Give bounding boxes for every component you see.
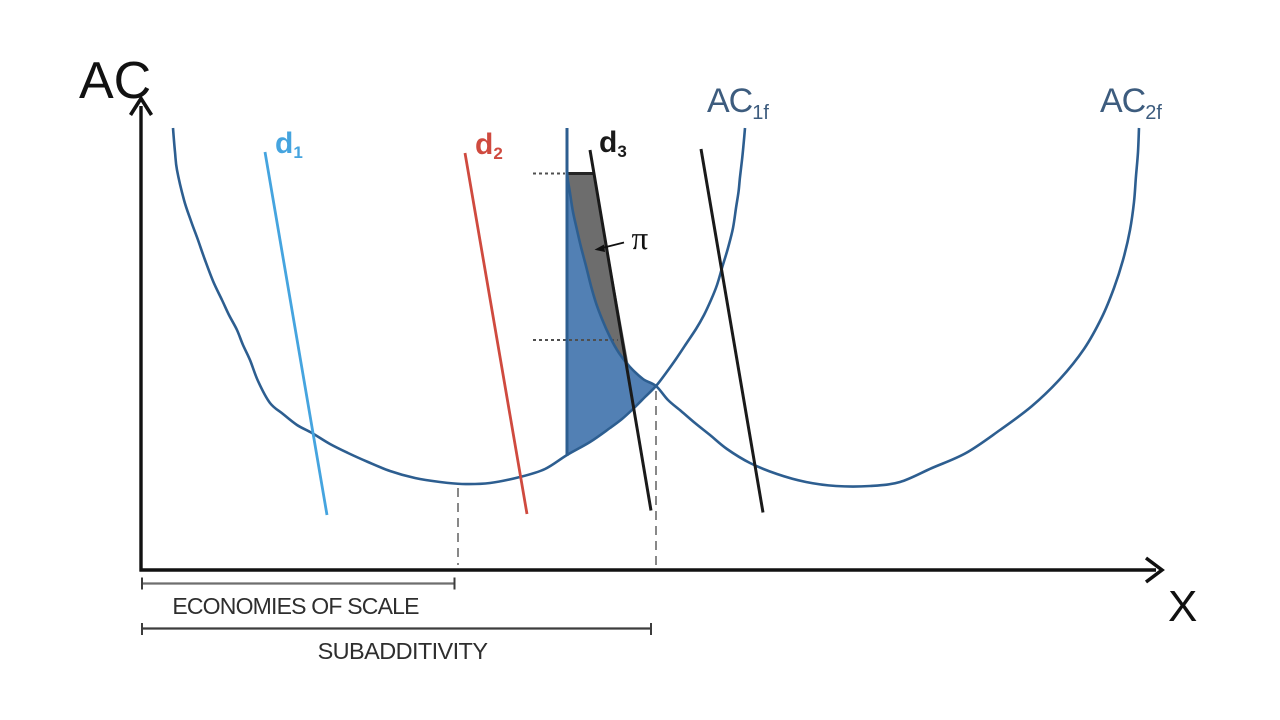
svg-text:AC: AC [79,52,151,110]
svg-text:SUBADDITIVITY: SUBADDITIVITY [318,638,489,664]
svg-text:X: X [1168,582,1197,631]
svg-text:π: π [632,221,649,257]
svg-text:AC1f: AC1f [707,82,769,124]
svg-text:ECONOMIES OF SCALE: ECONOMIES OF SCALE [172,593,419,619]
